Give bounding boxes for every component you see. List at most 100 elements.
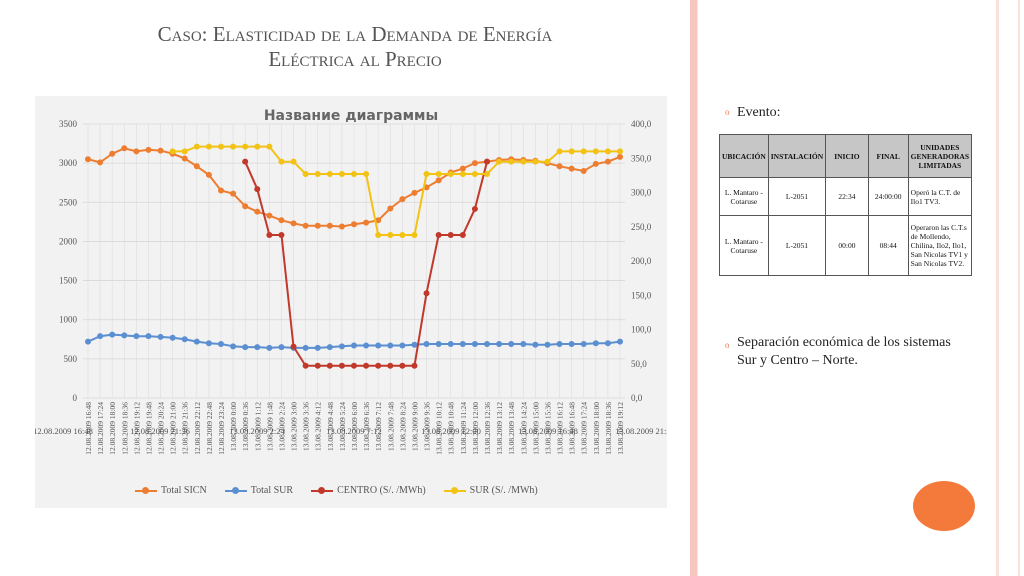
data-point-sur xyxy=(520,158,527,165)
data-point-centro xyxy=(363,362,370,369)
data-point-total-sicn xyxy=(85,156,91,163)
data-point-total-sur xyxy=(314,344,321,351)
y-left-tick-label: 500 xyxy=(64,354,78,364)
x-tick-label: 13.08.2009 17:24 xyxy=(580,402,589,455)
x-tick-label: 13.08.2009 3:36 xyxy=(302,402,311,451)
data-point-sur xyxy=(193,143,200,150)
legend-label: CENTRO (S/. /MWh) xyxy=(337,485,426,496)
y-left-tick-label: 2000 xyxy=(59,236,78,246)
data-point-total-sur xyxy=(351,342,357,349)
y-right-tick-label: 0,0 xyxy=(631,393,643,403)
x-tick-label: 12.08.2009 17:24 xyxy=(96,402,105,455)
x-tick-label: 12.08.2009 22:48 xyxy=(205,402,214,455)
data-point-total-sur xyxy=(169,334,176,341)
data-point-total-sur xyxy=(484,340,490,347)
data-point-total-sicn xyxy=(363,219,370,226)
data-point-centro xyxy=(484,158,490,165)
data-point-total-sicn xyxy=(121,145,128,152)
legend-label: Total SICN xyxy=(161,485,207,496)
data-point-total-sur xyxy=(302,344,309,351)
decorative-circle xyxy=(913,481,975,531)
x-tick-label: 12.08.2009 23:24 xyxy=(217,402,226,455)
x-tick-label: 13.08.2009 0:36 xyxy=(241,402,250,451)
data-point-total-sur xyxy=(266,344,273,351)
table-header-cell: FINAL xyxy=(867,134,909,178)
data-point-sur xyxy=(169,148,176,155)
data-point-total-sicn xyxy=(338,223,345,230)
data-point-sur xyxy=(302,171,309,178)
data-point-total-sur xyxy=(617,338,623,345)
legend-item-centro: CENTRO (S/. /MWh) xyxy=(311,485,426,496)
table-cell: 24:00:00 xyxy=(867,177,909,216)
data-point-sur xyxy=(278,158,285,165)
legend-item-total-sicn: Total SICN xyxy=(135,485,207,496)
x-tick-label: 13.08.2009 1:48 xyxy=(265,402,274,451)
data-point-sur xyxy=(375,231,382,238)
table-cell: 00:00 xyxy=(825,215,869,276)
x-tick-label: 12.08.2009 19:48 xyxy=(144,402,153,455)
data-point-sur xyxy=(387,231,394,238)
data-point-centro xyxy=(471,205,478,212)
y-right-tick-label: 200,0 xyxy=(631,256,652,266)
x-tick-label: 13.08.2009 13:48 xyxy=(507,402,516,455)
x-range-label: 13.08.2009 12:00 xyxy=(421,426,481,436)
data-point-sur xyxy=(338,171,345,178)
data-point-centro xyxy=(351,362,357,369)
data-point-sur xyxy=(544,158,551,165)
table-row: L. Mantaro - Cotaruse L-2051 00:00 08:44… xyxy=(719,215,973,276)
data-point-sur xyxy=(218,143,224,150)
table-header-cell: UNIDADES GENERADORAS LIMITADAS xyxy=(907,134,973,178)
data-point-centro xyxy=(459,231,466,238)
data-point-total-sicn xyxy=(242,203,249,210)
data-point-total-sur xyxy=(496,340,503,347)
data-point-total-sur xyxy=(604,340,611,347)
chart-legend: Total SICN Total SUR CENTRO (S/. /MWh) SUR … xyxy=(135,485,538,496)
data-point-total-sur xyxy=(338,343,345,350)
data-point-total-sicn xyxy=(568,165,575,172)
x-tick-label: 13.08.2009 0:00 xyxy=(229,402,238,451)
x-tick-label: 13.08.2009 19:12 xyxy=(616,402,625,455)
data-point-total-sicn xyxy=(411,189,418,196)
table-header-cell: UBICACIÓN xyxy=(719,134,769,178)
data-point-centro xyxy=(254,186,261,193)
data-point-total-sur xyxy=(278,344,285,351)
bullet-event-text: Evento: xyxy=(737,105,781,120)
data-point-total-sur xyxy=(399,342,406,349)
data-point-total-sicn xyxy=(193,163,200,170)
x-tick-label: 13.08.2009 11:24 xyxy=(459,402,468,455)
table-cell: 22:34 xyxy=(825,177,869,216)
decorative-stripe xyxy=(690,0,697,576)
data-point-total-sur xyxy=(471,340,478,347)
data-point-total-sicn xyxy=(471,160,478,167)
data-point-sur xyxy=(411,231,418,238)
data-point-total-sicn xyxy=(218,187,224,194)
x-tick-label: 13.08.2009 3:00 xyxy=(290,402,299,451)
data-point-total-sicn xyxy=(157,147,164,154)
data-point-sur xyxy=(423,171,430,178)
data-point-sur xyxy=(532,158,539,165)
data-point-total-sur xyxy=(544,341,551,348)
table-cell: L-2051 xyxy=(767,215,827,276)
legend-swatch xyxy=(224,486,247,496)
y-right-tick-label: 350,0 xyxy=(631,153,652,163)
x-tick-label: 13.08.2009 5:24 xyxy=(338,402,347,451)
data-point-centro xyxy=(411,362,418,369)
data-point-sur xyxy=(447,171,454,178)
legend-label: Total SUR xyxy=(250,485,294,496)
data-point-sur xyxy=(604,148,611,155)
data-point-sur xyxy=(351,171,357,178)
x-tick-label: 13.08.2009 16:48 xyxy=(568,402,577,455)
data-point-centro xyxy=(302,362,309,369)
data-point-total-sicn xyxy=(580,167,587,174)
data-point-total-sicn xyxy=(97,159,104,166)
data-point-centro xyxy=(326,362,333,369)
data-point-total-sur xyxy=(157,333,164,340)
x-tick-label: 13.08.2009 12:00 xyxy=(471,402,480,455)
data-point-centro xyxy=(399,362,406,369)
table-header-cell: INSTALACIÓN xyxy=(767,134,827,178)
data-point-sur xyxy=(484,171,490,178)
bullet-event: o Evento: xyxy=(725,105,781,121)
data-point-total-sicn xyxy=(326,222,333,229)
data-point-total-sur xyxy=(109,331,116,338)
data-point-total-sur xyxy=(242,344,249,351)
